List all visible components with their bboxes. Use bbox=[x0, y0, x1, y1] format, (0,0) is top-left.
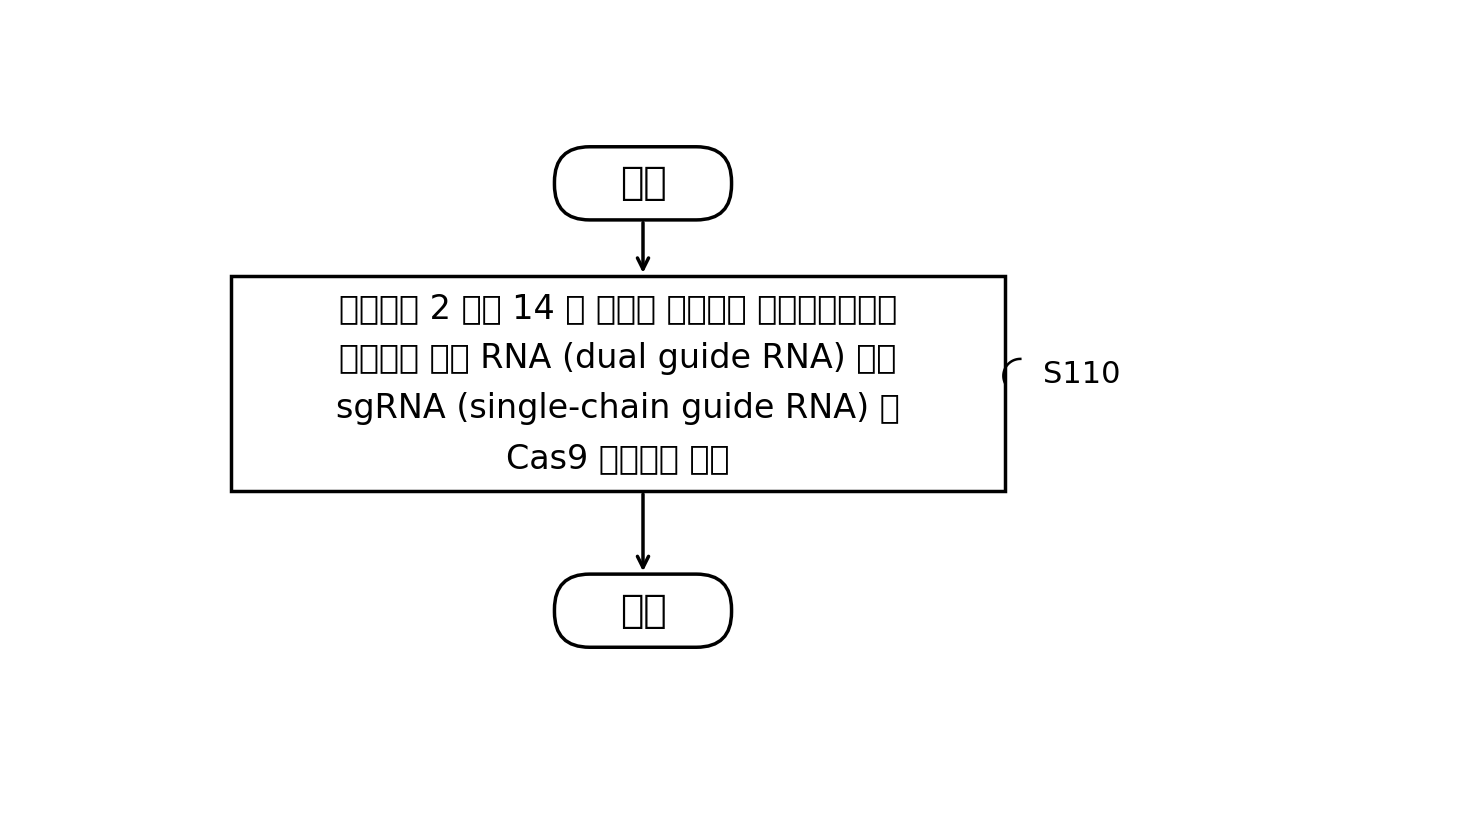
Text: S110: S110 bbox=[1043, 360, 1120, 389]
Bar bbox=[231, 275, 1005, 492]
FancyBboxPatch shape bbox=[555, 574, 731, 647]
Text: 시작: 시작 bbox=[620, 164, 666, 202]
Text: 서열번호 2 내지 14 중 하나의 연속적인 뉴클레오티드를
포함하는 이중 RNA (dual guide RNA) 또는
sgRNA (single-ch: 서열번호 2 내지 14 중 하나의 연속적인 뉴클레오티드를 포함하는 이중 … bbox=[336, 292, 900, 475]
FancyBboxPatch shape bbox=[555, 147, 731, 220]
Text: 종료: 종료 bbox=[620, 592, 666, 630]
